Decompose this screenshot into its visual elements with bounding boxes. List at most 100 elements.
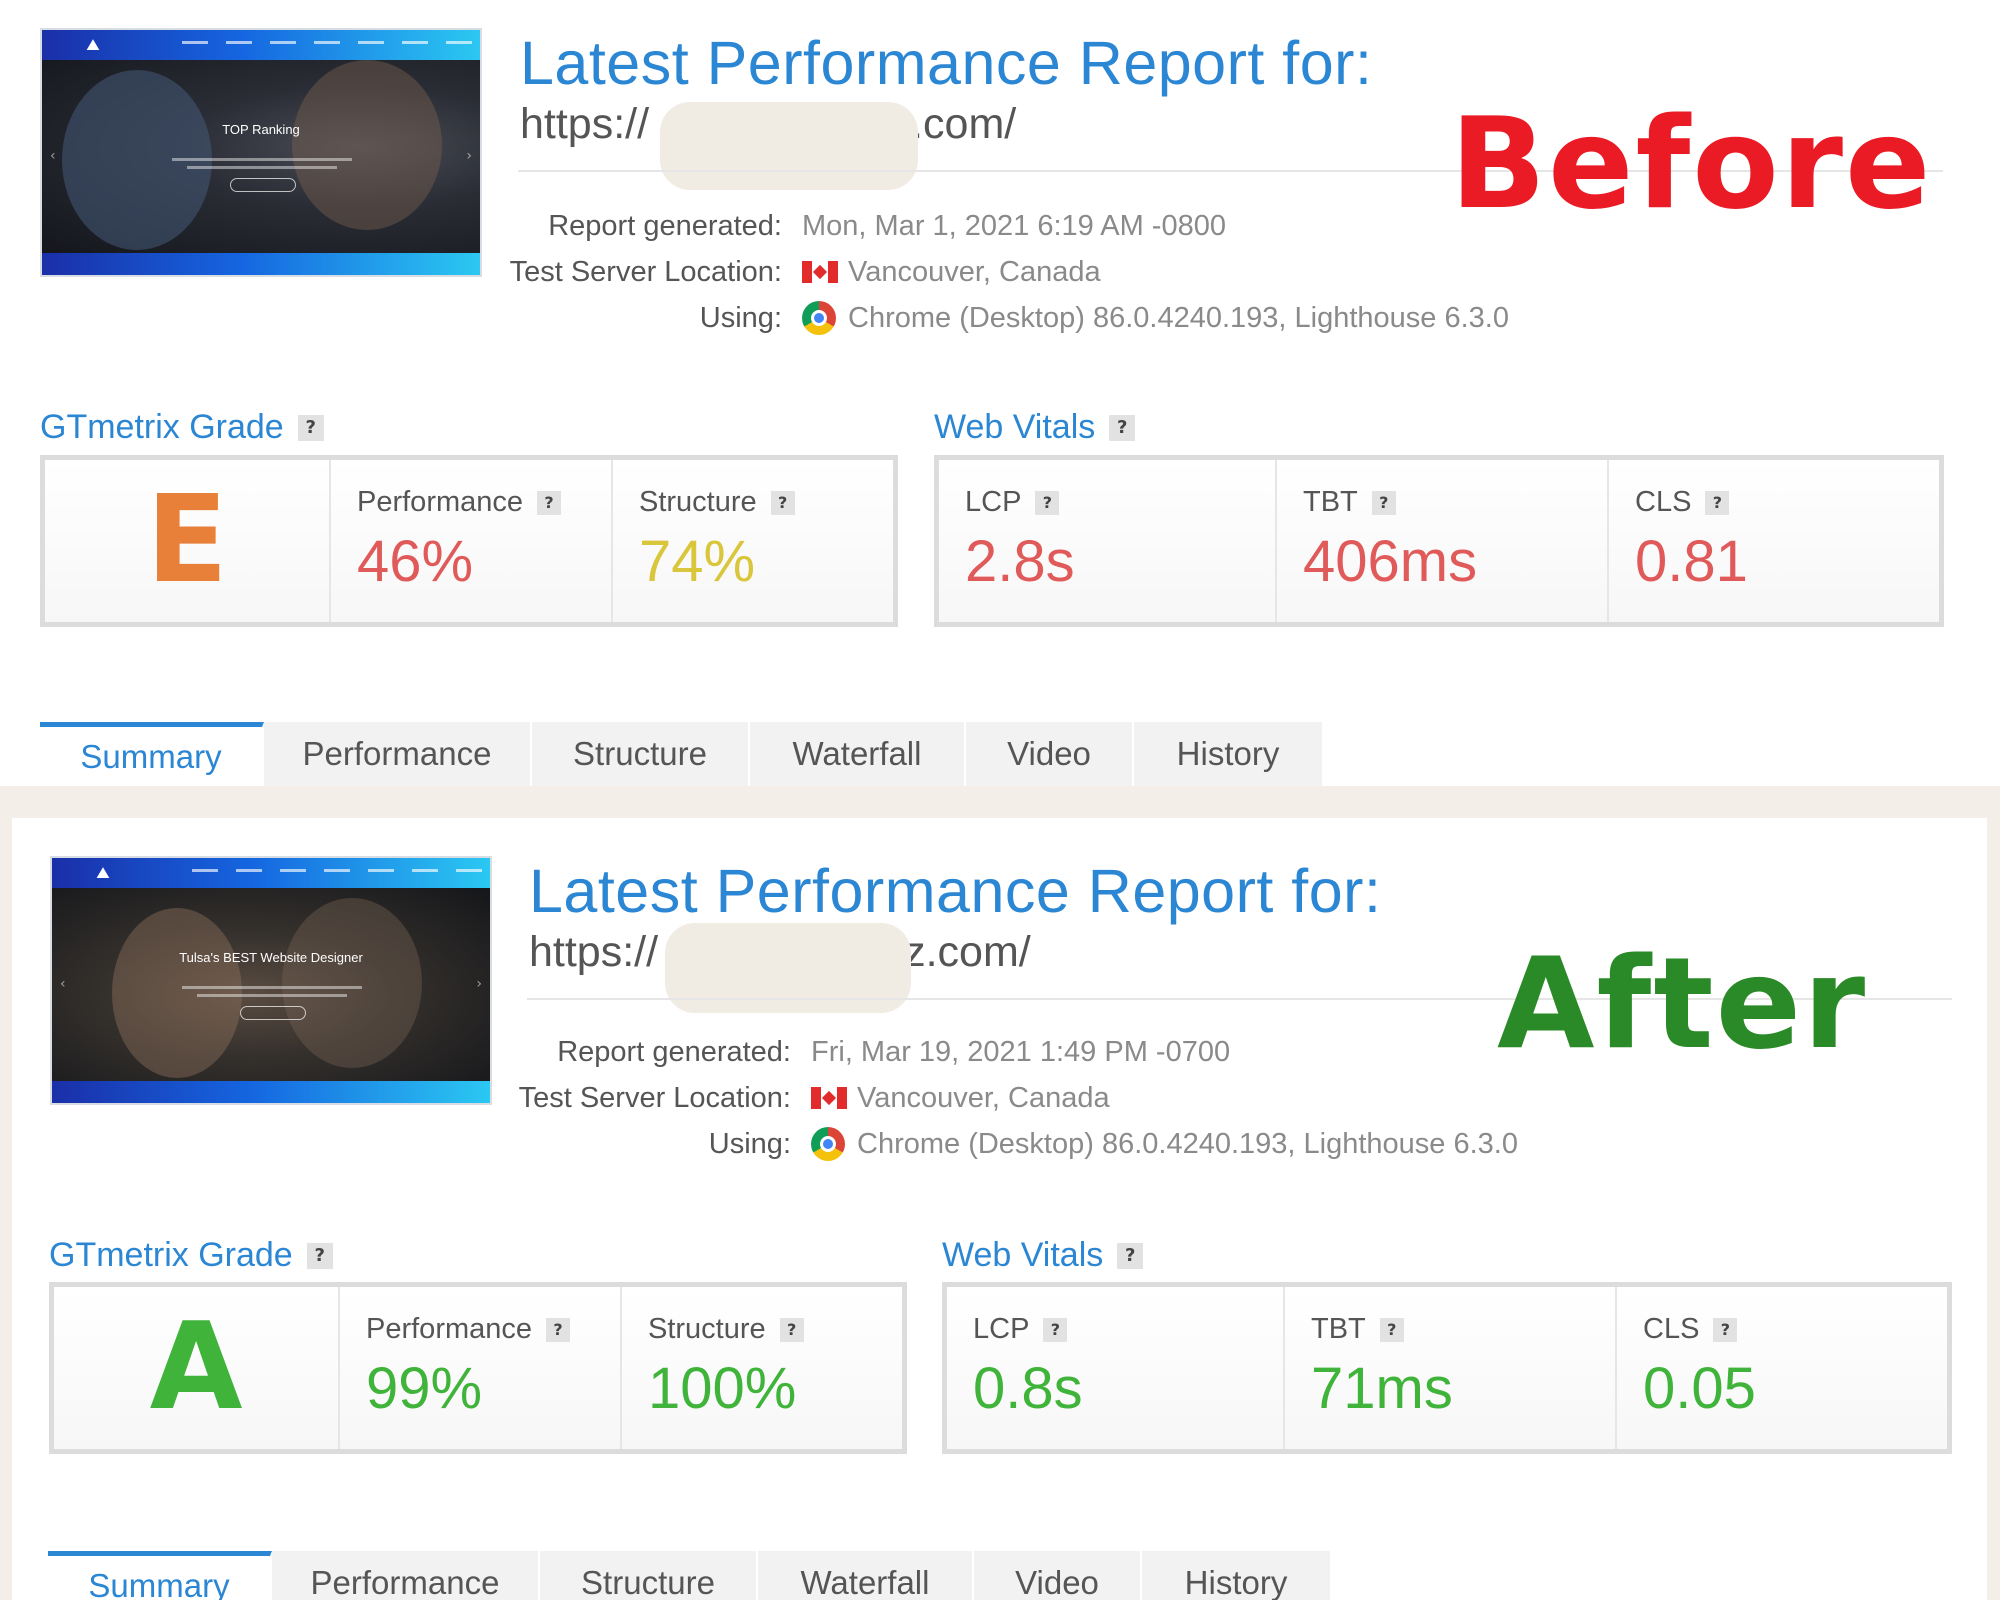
cls-cell: CLS? 0.81 <box>1609 460 1939 622</box>
tab-performance[interactable]: Performance <box>264 722 532 786</box>
canada-flag-icon <box>811 1087 847 1109</box>
help-icon[interactable]: ? <box>779 1317 804 1342</box>
performance-score: 46% <box>357 529 474 594</box>
thumbnail-menu <box>192 869 482 872</box>
structure-cell: Structure? 74% <box>613 460 893 622</box>
meta-report-generated: Report generated: Mon, Mar 1, 2021 6:19 … <box>512 206 1226 246</box>
report-url[interactable]: https:// z.com/ <box>529 928 1031 977</box>
url-prefix: https:// <box>520 100 650 148</box>
url-suffix: z.com/ <box>904 928 1031 976</box>
thumbnail-nav-bar: ⛰ <box>52 858 490 888</box>
header-divider <box>518 170 1943 172</box>
section-title-text: GTmetrix Grade <box>40 408 284 446</box>
gtmetrix-grade-heading: GTmetrix Grade? <box>40 408 324 447</box>
report-tabs: Summary Performance Structure Waterfall … <box>48 1551 1332 1600</box>
metric-label: CLS <box>1635 486 1692 518</box>
meta-label: Using: <box>699 302 782 334</box>
header-divider <box>527 998 1952 1000</box>
help-icon[interactable]: ? <box>306 1242 333 1269</box>
chrome-icon <box>802 301 836 335</box>
tab-waterfall[interactable]: Waterfall <box>750 722 966 786</box>
thumbnail-nav-bar: ⛰ <box>42 30 480 60</box>
meta-value: Chrome (Desktop) 86.0.4240.193, Lighthou… <box>848 301 1509 334</box>
tab-waterfall[interactable]: Waterfall <box>758 1551 974 1600</box>
grade-letter: A <box>149 1298 243 1437</box>
meta-value: Fri, Mar 19, 2021 1:49 PM -0700 <box>811 1035 1231 1068</box>
canada-flag-icon <box>802 261 838 283</box>
tab-history[interactable]: History <box>1134 722 1324 786</box>
metric-label: TBT <box>1303 486 1358 518</box>
meta-label: Test Server Location: <box>509 256 782 288</box>
report-panel-after: ⛰ Tulsa's BEST Website Designer ‹ › Late… <box>12 818 1987 1600</box>
tab-structure[interactable]: Structure <box>540 1551 758 1600</box>
meta-label: Using: <box>708 1128 791 1160</box>
tab-video[interactable]: Video <box>974 1551 1142 1600</box>
meta-value: Chrome (Desktop) 86.0.4240.193, Lighthou… <box>857 1127 1518 1160</box>
after-label: After <box>1497 930 1868 1077</box>
url-suffix: .com/ <box>911 100 1017 148</box>
before-label: Before <box>1450 90 1933 237</box>
tab-history[interactable]: History <box>1142 1551 1332 1600</box>
thumbnail-cta-button <box>230 178 296 192</box>
grade-letter: E <box>146 471 228 610</box>
metric-label: Performance <box>357 486 524 518</box>
meta-label: Test Server Location: <box>518 1082 791 1114</box>
tab-structure[interactable]: Structure <box>532 722 750 786</box>
tab-performance[interactable]: Performance <box>272 1551 540 1600</box>
meta-value: Mon, Mar 1, 2021 6:19 AM -0800 <box>802 209 1226 242</box>
section-title-text: GTmetrix Grade <box>49 1236 293 1274</box>
report-url[interactable]: https:// .com/ <box>520 100 1016 149</box>
help-icon[interactable]: ? <box>1705 490 1730 515</box>
gtmetrix-grade-heading: GTmetrix Grade? <box>49 1236 333 1275</box>
help-icon[interactable]: ? <box>546 1317 571 1342</box>
tbt-cell: TBT? 71ms <box>1285 1287 1617 1449</box>
tab-video[interactable]: Video <box>966 722 1134 786</box>
cls-value: 0.05 <box>1643 1356 1756 1421</box>
site-thumbnail[interactable]: ⛰ TOP Ranking ‹ › <box>40 28 482 277</box>
thumbnail-hero-text: Tulsa's BEST Website Designer <box>179 950 363 965</box>
chevron-left-icon: ‹ <box>50 148 56 164</box>
metric-label: CLS <box>1643 1313 1700 1345</box>
tbt-value: 406ms <box>1303 529 1478 594</box>
structure-score: 100% <box>648 1356 797 1421</box>
grade-cell: E <box>45 460 331 622</box>
help-icon[interactable]: ? <box>1109 414 1136 441</box>
chevron-right-icon: › <box>476 976 482 992</box>
thumbnail-hero: Tulsa's BEST Website Designer ‹ › <box>52 888 490 1081</box>
meta-using: Using: Chrome (Desktop) 86.0.4240.193, L… <box>521 1124 1518 1164</box>
meta-value: Vancouver, Canada <box>848 255 1101 288</box>
help-icon[interactable]: ? <box>1043 1317 1068 1342</box>
web-vitals-heading: Web Vitals? <box>934 408 1136 447</box>
grade-cell: A <box>54 1287 340 1449</box>
metric-label: Performance <box>366 1313 533 1345</box>
cls-cell: CLS? 0.05 <box>1617 1287 1947 1449</box>
site-thumbnail[interactable]: ⛰ Tulsa's BEST Website Designer ‹ › <box>50 856 492 1105</box>
meta-value: Vancouver, Canada <box>857 1081 1110 1114</box>
help-icon[interactable]: ? <box>1117 1242 1144 1269</box>
thumbnail-hero-text: TOP Ranking <box>222 122 300 137</box>
meta-report-generated: Report generated: Fri, Mar 19, 2021 1:49… <box>521 1032 1230 1072</box>
web-vitals-card: LCP? 0.8s TBT? 71ms CLS? 0.05 <box>942 1282 1952 1454</box>
web-vitals-heading: Web Vitals? <box>942 1236 1144 1275</box>
tab-summary[interactable]: Summary <box>48 1551 272 1600</box>
help-icon[interactable]: ? <box>1713 1317 1738 1342</box>
tab-summary[interactable]: Summary <box>40 722 264 786</box>
help-icon[interactable]: ? <box>297 414 324 441</box>
structure-cell: Structure? 100% <box>622 1287 902 1449</box>
help-icon[interactable]: ? <box>770 490 795 515</box>
help-icon[interactable]: ? <box>1035 490 1060 515</box>
section-title-text: Web Vitals <box>942 1236 1104 1274</box>
thumbnail-hero: TOP Ranking ‹ › <box>42 60 480 253</box>
chevron-left-icon: ‹ <box>60 976 66 992</box>
redaction-mask <box>660 102 918 190</box>
help-icon[interactable]: ? <box>537 490 562 515</box>
help-icon[interactable]: ? <box>1371 490 1396 515</box>
thumbnail-cta-button <box>240 1006 306 1020</box>
help-icon[interactable]: ? <box>1379 1317 1404 1342</box>
lcp-value: 2.8s <box>965 529 1075 594</box>
mountain-logo-icon: ⛰ <box>96 863 110 882</box>
thumbnail-menu <box>182 41 472 44</box>
url-prefix: https:// <box>529 928 659 976</box>
meta-server-location: Test Server Location: Vancouver, Canada <box>509 252 1101 292</box>
tbt-cell: TBT? 406ms <box>1277 460 1609 622</box>
